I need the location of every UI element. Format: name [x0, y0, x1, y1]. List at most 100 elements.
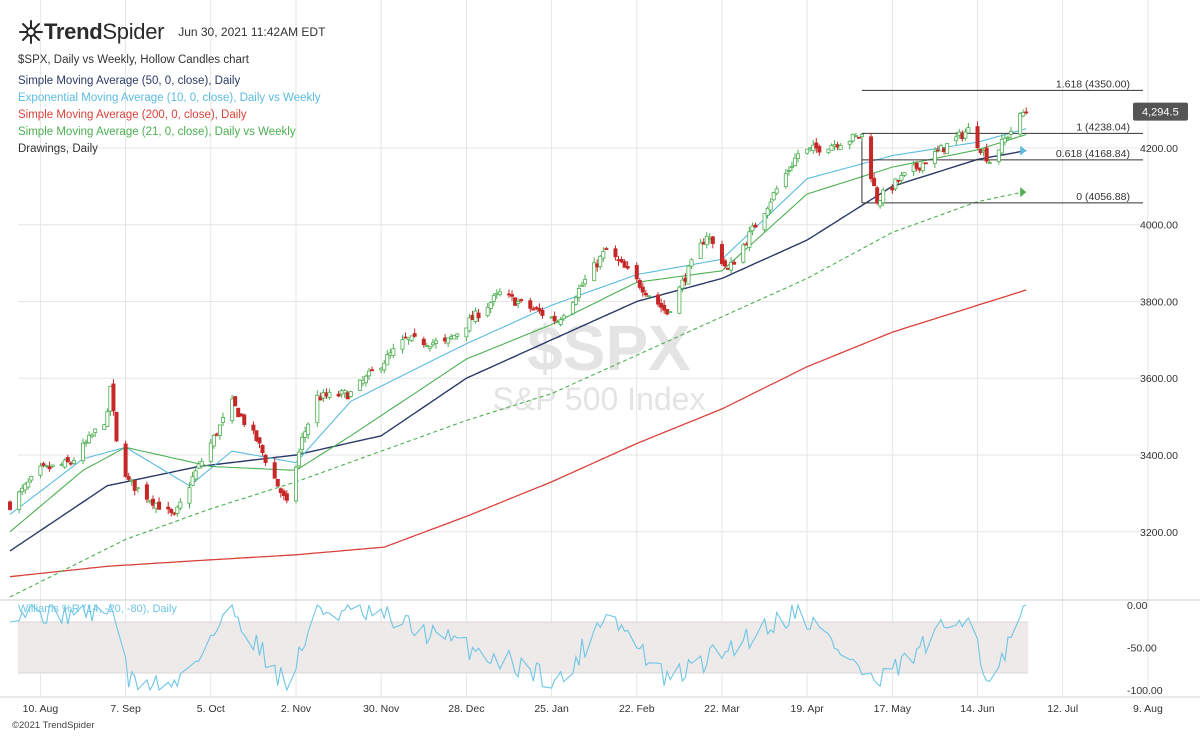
candle-up — [805, 148, 810, 154]
candle-down — [150, 498, 155, 506]
candle-up — [230, 398, 235, 421]
candle-up — [29, 475, 34, 481]
trendspider-logo: Trend Spider — [18, 19, 165, 45]
candle-up — [135, 487, 140, 490]
x-tick-label: 12. Jul — [1047, 703, 1078, 715]
candle-up — [698, 242, 703, 259]
candle-up — [1018, 113, 1023, 135]
fib-label: 1 (4238.04) — [1076, 121, 1130, 133]
candle-down — [169, 509, 174, 513]
candle-up — [178, 501, 183, 509]
legend-item[interactable]: Simple Moving Average (50, 0, close), Da… — [18, 75, 241, 87]
candle-down — [254, 430, 259, 442]
candle-down — [233, 396, 238, 407]
candle-up — [792, 157, 797, 166]
y-tick-label: 3800.00 — [1140, 296, 1178, 308]
candle-down — [257, 437, 262, 444]
candle-up — [391, 348, 396, 356]
candle-down — [65, 457, 70, 463]
candle-down — [1024, 111, 1029, 114]
legend-item[interactable]: Exponential Moving Average (10, 0, close… — [18, 92, 321, 104]
candle-down — [640, 286, 645, 293]
candle-up — [945, 143, 950, 154]
candle-down — [528, 300, 533, 309]
candle-down — [126, 476, 131, 480]
brand-bold: Trend — [44, 19, 103, 44]
candle-up — [558, 319, 563, 325]
candle-up — [999, 138, 1004, 154]
watermark-name: S&P 500 Index — [493, 381, 706, 417]
candle-down — [634, 265, 639, 280]
candle-down — [552, 315, 557, 322]
candle-down — [421, 338, 426, 346]
candle-down — [281, 490, 286, 496]
y-tick-label: 4200.00 — [1140, 143, 1178, 155]
legend-item[interactable]: Drawings, Daily — [18, 143, 98, 155]
candle-up — [963, 131, 968, 139]
candle-up — [987, 162, 992, 164]
x-tick-label: 30. Nov — [363, 703, 400, 715]
wr-band — [18, 622, 1029, 673]
ma-line — [9, 289, 1027, 578]
x-tick-label: 14. Jun — [960, 703, 995, 715]
candle-up — [768, 201, 773, 211]
candle-down — [710, 236, 715, 244]
candle-up — [686, 265, 691, 285]
osc-tick-label: -50.00 — [1127, 643, 1157, 655]
indicator-legend: Simple Moving Average (50, 0, close), Da… — [18, 73, 321, 158]
candle-up — [741, 244, 746, 263]
candle-up — [427, 346, 432, 349]
candle-up — [211, 435, 216, 447]
candle-up — [105, 411, 110, 427]
sma-marker-icon — [1020, 187, 1027, 198]
candle-down — [869, 136, 874, 180]
candle-up — [424, 345, 429, 347]
candle-up — [17, 491, 22, 510]
candle-up — [297, 451, 302, 467]
candle-down — [123, 443, 128, 477]
legend-item[interactable]: Simple Moving Average (200, 0, close), D… — [18, 109, 247, 121]
candle-up — [293, 466, 298, 502]
candle-down — [613, 248, 618, 258]
candle-up — [583, 279, 588, 285]
candle-down — [251, 424, 256, 431]
candle-up — [497, 291, 502, 296]
ema-marker-icon — [1020, 145, 1027, 156]
x-tick-label: 19. Apr — [791, 703, 825, 715]
candle-up — [783, 173, 788, 187]
candle-up — [573, 297, 578, 305]
candle-up — [464, 327, 469, 338]
candle-down — [914, 162, 919, 169]
watermark-symbol: $SPX — [527, 312, 691, 384]
candle-down — [875, 187, 880, 204]
candle-up — [485, 306, 490, 317]
legend-item[interactable]: Simple Moving Average (21, 0, close), Da… — [18, 126, 296, 138]
candle-up — [765, 207, 770, 216]
candle-down — [637, 280, 642, 288]
wr-line — [9, 603, 1027, 692]
candle-up — [893, 178, 898, 190]
candle-up — [38, 465, 43, 476]
candle-down — [236, 407, 241, 418]
candle-up — [187, 487, 192, 504]
spider-logo-icon — [19, 20, 43, 44]
candle-up — [774, 188, 779, 194]
candle-up — [306, 423, 311, 435]
y-tick-label: 3600.00 — [1140, 373, 1178, 385]
candle-up — [932, 151, 937, 164]
candle-up — [771, 192, 776, 201]
candle-down — [519, 299, 524, 301]
candles — [7, 107, 1029, 517]
candle-up — [570, 302, 575, 315]
candle-down — [814, 142, 819, 149]
candle-down — [476, 312, 481, 319]
candle-up — [199, 460, 204, 467]
candle-up — [838, 144, 843, 150]
candle-up — [853, 134, 858, 137]
candle-up — [996, 149, 1001, 162]
candle-up — [175, 506, 180, 514]
ma-line — [9, 149, 1027, 552]
candle-down — [537, 308, 542, 312]
